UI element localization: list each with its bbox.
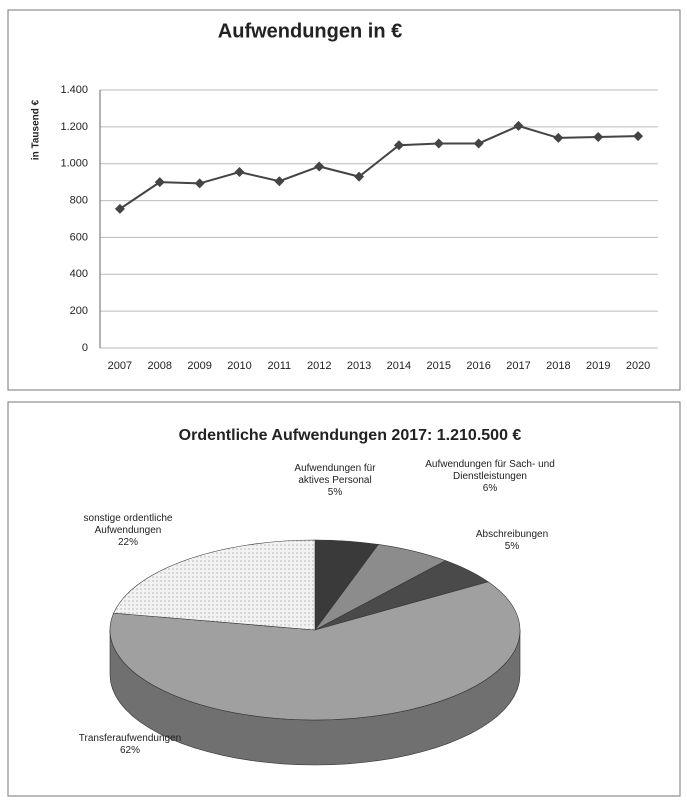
line-chart-frame [7,9,681,391]
pie-chart-frame [7,401,681,797]
slice-name: Aufwendungen für Sach- und Dienstleistung… [425,459,555,482]
slice-name: Abschreibungen [476,529,548,540]
x-tick-label: 2018 [546,360,570,372]
y-tick-label: 0 [82,342,88,354]
slice-name: Transferaufwendungen [79,733,181,744]
pie-slice [113,539,316,631]
x-tick-label: 2020 [626,360,650,372]
slice-name-line: Transferaufwendungen [79,733,181,744]
marker [633,131,644,142]
marker [393,140,404,151]
x-tick-label: 2016 [466,360,490,372]
slice-label: Aufwendungen für Sach- und Dienstleistung… [425,459,555,494]
y-tick-label: 1.400 [60,84,88,96]
y-tick-label: 800 [70,194,88,206]
x-tick-label: 2011 [268,360,292,372]
slice-name-line: aktives Personal [298,475,371,486]
marker [314,161,325,172]
x-tick-label: 2008 [148,360,172,372]
marker [234,167,245,178]
marker [274,176,285,187]
slice-name-line: sonstige ordentliche [84,513,173,524]
y-tick-label: 400 [70,268,88,280]
slice-label: sonstige ordentliche Aufwendungen 22% [84,513,173,548]
slice-label: Abschreibungen 5% [476,529,548,552]
y-tick-label: 1.000 [60,158,88,170]
x-tick-label: 2009 [187,360,211,372]
marker [354,171,365,182]
slice-label: Transferaufwendungen 62% [79,733,181,756]
marker [513,120,524,131]
pie-slice [109,581,521,721]
slice-value-label: 62% [120,745,140,756]
slice-name-line: Aufwendungen für [294,463,376,474]
slice-name-line: Dienstleistungen [453,471,527,482]
x-tick-label: 2014 [387,360,411,372]
slice-name: sonstige ordentliche Aufwendungen [84,513,173,536]
x-tick-label: 2007 [108,360,132,372]
x-tick-label: 2017 [506,360,530,372]
slice-label: Aufwendungen für aktives Personal 5% [294,463,376,498]
x-tick-label: 2013 [347,360,371,372]
marker [473,138,484,149]
y-axis-label: in Tausend € [31,99,42,160]
x-tick-label: 2010 [227,360,251,372]
y-tick-label: 200 [70,305,88,317]
line-chart-title: Aufwendungen in € [218,20,402,42]
marker [433,138,444,149]
marker [593,131,604,142]
y-tick-label: 1.200 [60,121,88,133]
marker [553,132,564,143]
slice-name-line: Aufwendungen für Sach- und [425,459,555,470]
marker [114,203,125,214]
slice-value-label: 6% [483,483,498,494]
x-tick-label: 2012 [307,360,331,372]
slice-value-label: 22% [118,537,138,548]
marker [194,178,205,189]
line [119,124,639,210]
slice-value-label: 5% [328,487,343,498]
slice-name-line: Abschreibungen [476,529,548,540]
x-tick-label: 2015 [427,360,451,372]
y-tick-label: 600 [70,231,88,243]
slice-name-line: Aufwendungen [95,525,162,536]
slice-value-label: 5% [505,541,520,552]
marker [154,177,165,188]
slice-name: Aufwendungen für aktives Personal [294,463,376,486]
x-tick-label: 2019 [586,360,610,372]
pie-chart-title: Ordentliche Aufwendungen 2017: 1.210.500… [179,427,522,444]
